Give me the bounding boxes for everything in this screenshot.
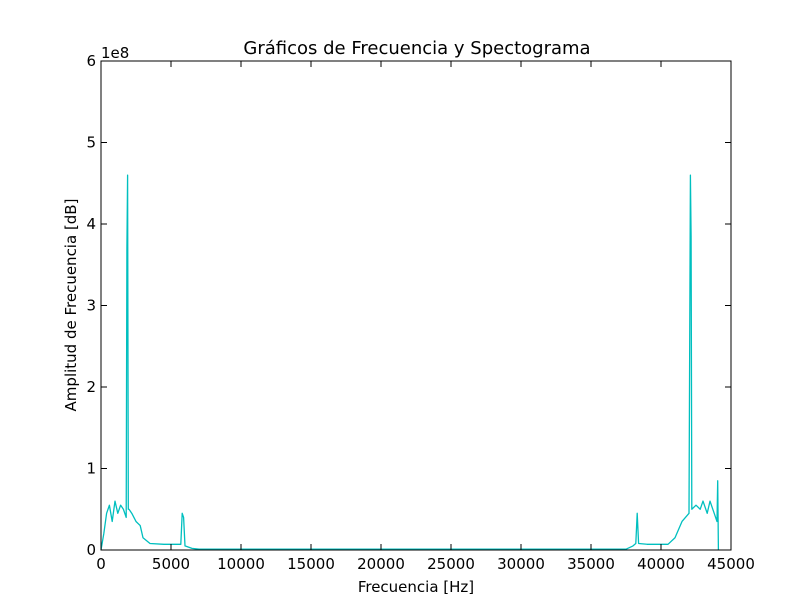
y-tick-label: 3 — [86, 297, 96, 315]
x-tick-label: 10000 — [217, 555, 265, 573]
y-tick-label: 0 — [86, 541, 96, 559]
x-tick-label: 0 — [96, 555, 106, 573]
y-tick-label: 2 — [86, 378, 96, 396]
x-tick-label: 35000 — [567, 555, 615, 573]
y-tick-label: 1 — [86, 460, 96, 478]
y-tick-label: 5 — [86, 134, 96, 152]
x-tick-label: 20000 — [357, 555, 405, 573]
x-tick-label: 5000 — [152, 555, 190, 573]
x-tick-label: 45000 — [707, 555, 755, 573]
x-tick-label: 30000 — [497, 555, 545, 573]
data-line — [100, 174, 720, 551]
y-offset-label: 1e8 — [101, 44, 129, 62]
y-tick-label: 4 — [86, 215, 96, 233]
x-axis-label: Frecuencia [Hz] — [358, 578, 474, 596]
x-tick-label: 15000 — [287, 555, 335, 573]
x-tick-label: 25000 — [427, 555, 475, 573]
y-tick-label: 6 — [86, 52, 96, 70]
chart-title: Gráficos de Frecuencia y Spectograma — [243, 38, 590, 59]
x-tick-label: 40000 — [637, 555, 685, 573]
y-axis-label: Amplitud de Frecuencia [dB] — [62, 199, 80, 412]
